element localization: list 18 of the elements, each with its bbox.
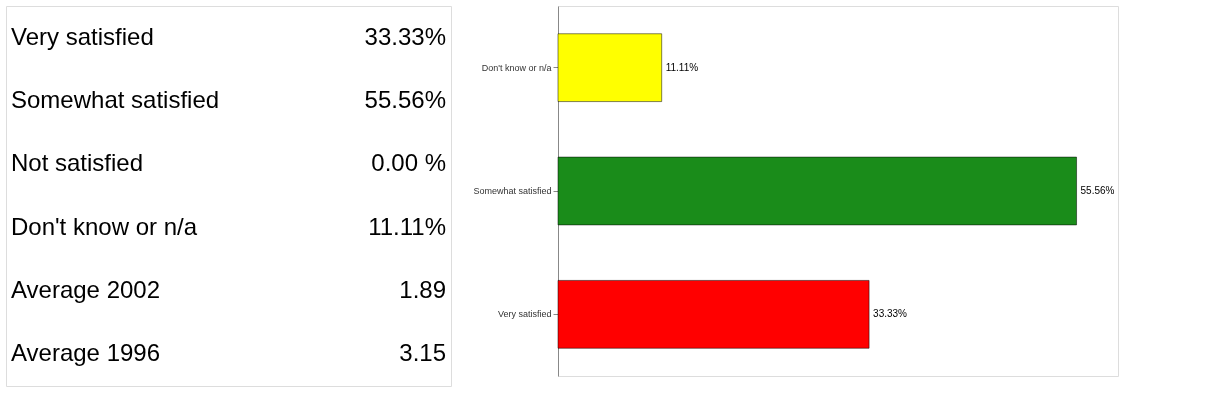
data-label: 33.33% bbox=[873, 308, 908, 320]
text: Don't know or n/a bbox=[11, 212, 198, 240]
data-label: 55.56% bbox=[1080, 185, 1115, 196]
text: 0.00 % bbox=[371, 149, 446, 177]
y-tick-label: Somewhat satisfied bbox=[473, 186, 552, 196]
text: Very satisfied bbox=[11, 22, 154, 50]
text: 55.56% bbox=[364, 86, 446, 113]
text: Average 1996 bbox=[11, 339, 161, 367]
text: 11.11% bbox=[368, 212, 446, 240]
y-tick-label: Very satisfied bbox=[497, 309, 552, 320]
text: 3.15 bbox=[399, 339, 446, 367]
text: Somewhat satisfied bbox=[11, 86, 220, 113]
data-label: 11.11% bbox=[665, 61, 699, 73]
text: 33.33% bbox=[364, 22, 446, 50]
text: 1.89 bbox=[399, 276, 446, 303]
text: Average 2002 bbox=[11, 276, 161, 303]
text: Not satisfied bbox=[11, 149, 144, 177]
y-tick-label: Don't know or n/a bbox=[481, 62, 552, 73]
